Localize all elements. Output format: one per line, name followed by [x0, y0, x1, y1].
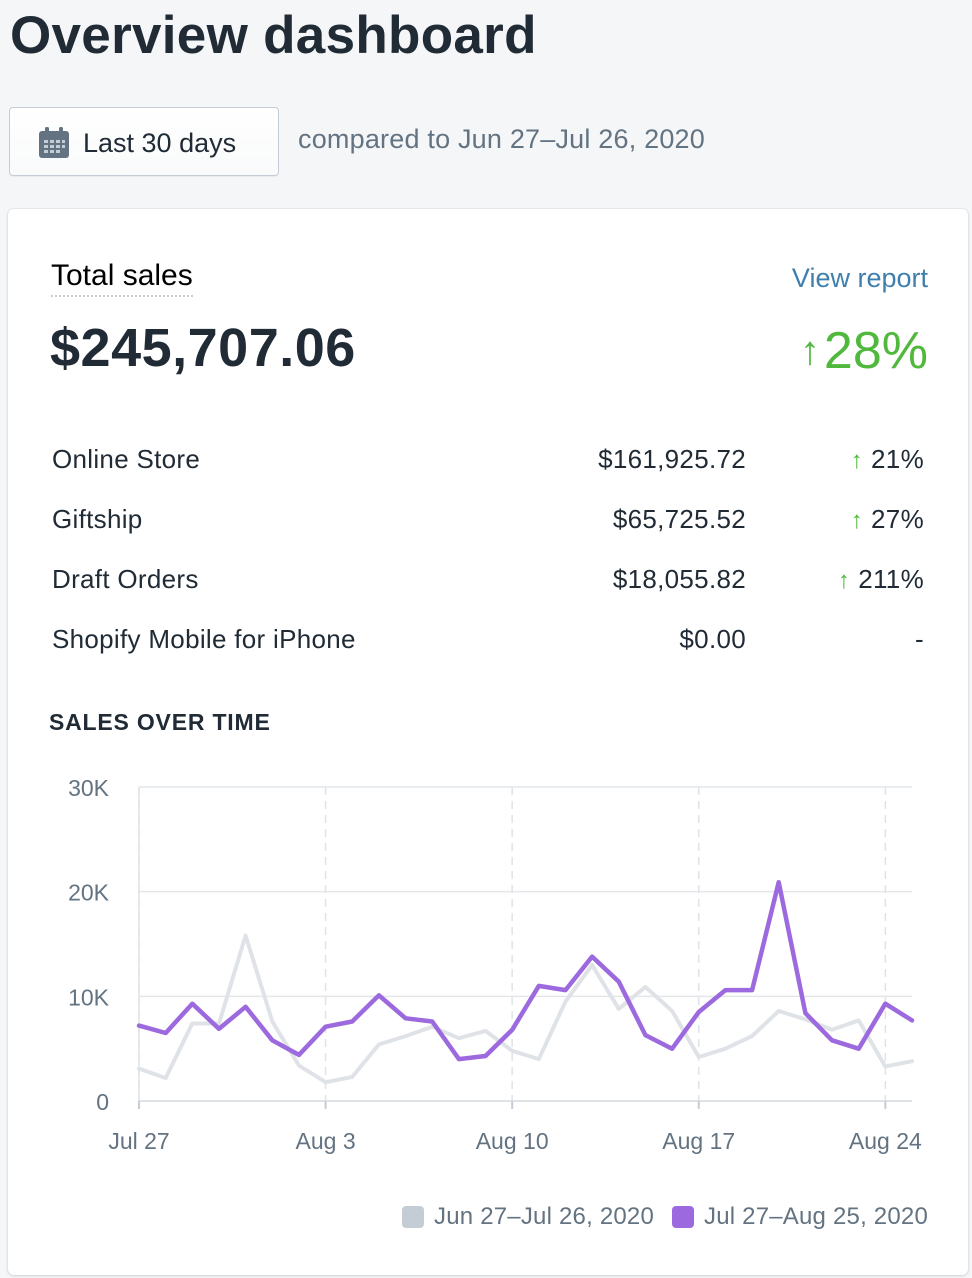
breakdown-channel-value: $161,925.72: [598, 444, 746, 474]
breakdown-channel-change: ↑ 211%: [838, 564, 924, 595]
breakdown-change-value: -: [915, 624, 924, 654]
page-title: Overview dashboard: [10, 6, 537, 65]
x-tick-label: Aug 17: [662, 1128, 735, 1154]
series-line-previous-period: [137, 933, 914, 1085]
breakdown-channel-value: $0.00: [679, 624, 746, 654]
calendar-icon: [39, 127, 69, 158]
legend-item-previous[interactable]: Jun 27–Jul 26, 2020: [402, 1203, 654, 1231]
date-range-button[interactable]: Last 30 days: [9, 107, 279, 176]
legend-swatch-previous: [402, 1206, 425, 1228]
breakdown-channel-name: Shopify Mobile for iPhone: [52, 624, 356, 654]
total-sales-card: Total sales View report $245,707.06 ↑ 28…: [8, 209, 968, 1275]
total-change: ↑ 28%: [800, 321, 928, 381]
legend-label-previous: Jun 27–Jul 26, 2020: [434, 1203, 655, 1230]
breakdown-channel-change: ↑ 21%: [851, 444, 924, 475]
breakdown-channel-change: -: [915, 624, 924, 655]
y-tick-label: 20K: [68, 880, 110, 906]
legend-item-current[interactable]: Jul 27–Aug 25, 2020: [672, 1203, 928, 1231]
arrow-up-icon: ↑: [850, 447, 864, 474]
breakdown-channel-name: Online Store: [52, 444, 201, 474]
x-tick-label: Aug 24: [849, 1128, 922, 1154]
x-tick-label: Jul 27: [108, 1128, 169, 1154]
comparison-text: compared to Jun 27–Jul 26, 2020: [298, 124, 705, 154]
breakdown-channel-value: $18,055.82: [612, 564, 746, 594]
total-change-value: 28%: [823, 322, 928, 380]
arrow-up-icon: ↑: [837, 567, 851, 594]
breakdown-row: Draft Orders $18,055.82 ↑ 211%: [52, 554, 928, 614]
breakdown-channel-name: Draft Orders: [52, 564, 199, 594]
y-tick-label: 10K: [68, 984, 110, 1010]
breakdown-channel-change: ↑ 27%: [851, 504, 924, 535]
total-sales-value: $245,707.06: [50, 318, 356, 378]
breakdown-row: Online Store $161,925.72 ↑ 21%: [52, 434, 928, 494]
sales-breakdown: Online Store $161,925.72 ↑ 21% Giftship $…: [52, 434, 928, 674]
card-title[interactable]: Total sales: [51, 259, 193, 297]
breakdown-row: Giftship $65,725.52 ↑ 27%: [52, 494, 928, 554]
x-tick-label: Aug 10: [476, 1128, 549, 1154]
y-tick-label: 0: [96, 1089, 109, 1115]
date-range-label: Last 30 days: [83, 128, 237, 158]
breakdown-channel-name: Giftship: [52, 504, 143, 534]
breakdown-row: Shopify Mobile for iPhone $0.00 -: [52, 614, 928, 674]
arrow-up-icon: ↑: [799, 328, 820, 373]
chart-legend: Jun 27–Jul 26, 2020 Jul 27–Aug 25, 2020: [402, 1203, 928, 1231]
y-tick-label: 30K: [68, 775, 110, 801]
breakdown-change-value: 27%: [871, 504, 924, 534]
breakdown-change-value: 21%: [871, 444, 924, 474]
arrow-up-icon: ↑: [850, 507, 864, 534]
breakdown-change-value: 211%: [858, 564, 924, 594]
legend-label-current: Jul 27–Aug 25, 2020: [704, 1203, 928, 1230]
view-report-link[interactable]: View report: [791, 263, 928, 293]
breakdown-channel-value: $65,725.52: [612, 504, 746, 534]
series-line-current-period: [136, 879, 915, 1062]
x-tick-label: Aug 3: [296, 1128, 356, 1154]
chart-section-label: SALES OVER TIME: [49, 709, 271, 735]
legend-swatch-current: [672, 1206, 695, 1228]
